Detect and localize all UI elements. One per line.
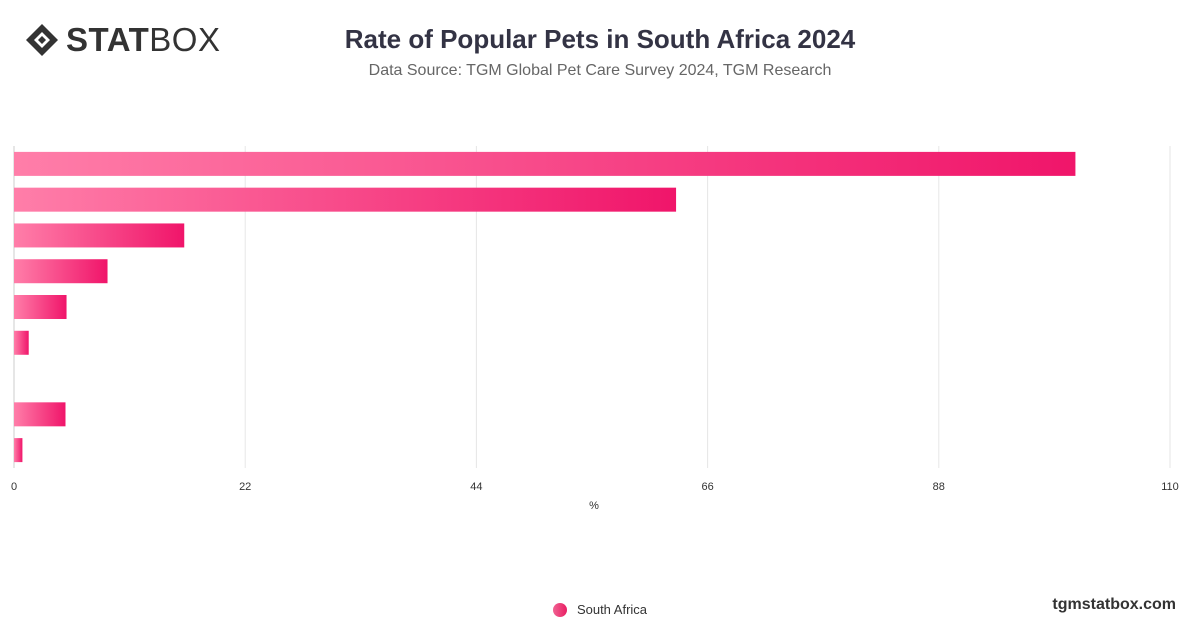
x-axis-label: % [589,500,599,512]
bar[interactable] [14,330,29,355]
statbox-logo: STATBOX [24,22,220,58]
statbox-logo-text: STATBOX [66,21,221,58]
bar[interactable] [14,151,1076,176]
bar[interactable] [14,259,108,284]
bar[interactable] [14,295,67,319]
x-tick-label: 44 [470,481,482,493]
site-url: tgmstatbox.com [1052,596,1176,613]
x-tick-label: 88 [933,481,945,493]
statbox-logo-icon [26,24,58,56]
bar[interactable] [14,187,677,212]
x-tick-label: 0 [11,481,17,493]
x-tick-label: 66 [701,481,713,493]
bars [14,151,1076,463]
x-tick-label: 110 [1161,481,1179,493]
x-tick-label: 22 [239,481,251,493]
legend[interactable]: South Africa [0,602,1200,617]
legend-label: South Africa [576,602,648,617]
bar[interactable] [14,402,66,427]
x-axis-ticks: 0 22 44 66 88 110 [11,481,1179,493]
bar[interactable] [14,223,185,248]
chart-subtitle: Data Source: TGM Global Pet Care Survey … [368,62,832,79]
legend-marker [552,602,567,617]
chart-title: Rate of Popular Pets in South Africa 202… [344,24,856,54]
bar[interactable] [14,438,23,463]
